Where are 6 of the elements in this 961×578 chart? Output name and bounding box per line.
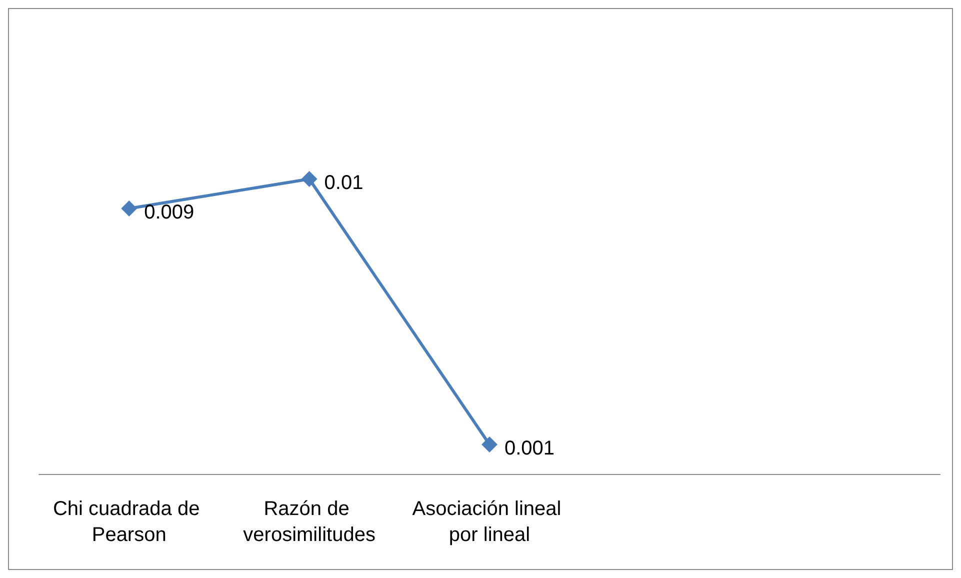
x-tick-label: Razón de verosimilitudes (243, 498, 376, 546)
x-tick-label: Chi cuadrada de Pearson (52, 498, 206, 546)
data-label: 0.01 (324, 172, 364, 194)
data-label: 0.009 (144, 202, 194, 224)
data-label: 0.001 (504, 438, 555, 460)
x-tick-label: Asociación lineal por lineal (412, 498, 567, 546)
